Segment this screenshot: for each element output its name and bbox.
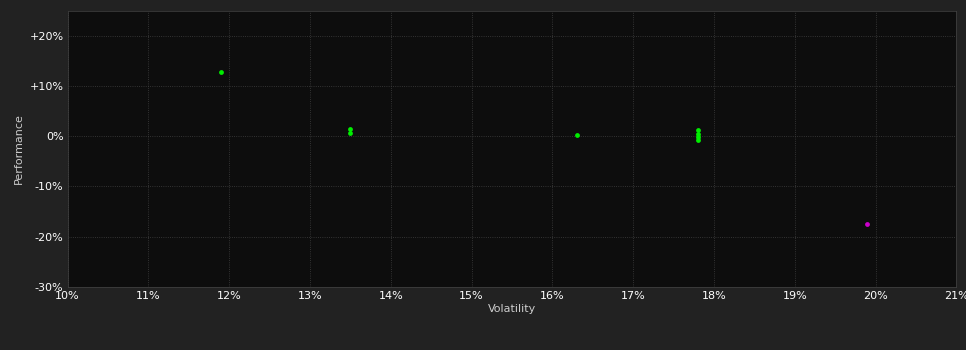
Point bbox=[690, 127, 705, 132]
Point bbox=[860, 221, 875, 227]
Point bbox=[213, 69, 229, 75]
Point bbox=[690, 131, 705, 136]
Point bbox=[690, 137, 705, 142]
X-axis label: Volatility: Volatility bbox=[488, 304, 536, 314]
Point bbox=[569, 132, 584, 138]
Point bbox=[690, 134, 705, 140]
Point bbox=[343, 130, 358, 136]
Point bbox=[343, 126, 358, 132]
Y-axis label: Performance: Performance bbox=[14, 113, 24, 184]
